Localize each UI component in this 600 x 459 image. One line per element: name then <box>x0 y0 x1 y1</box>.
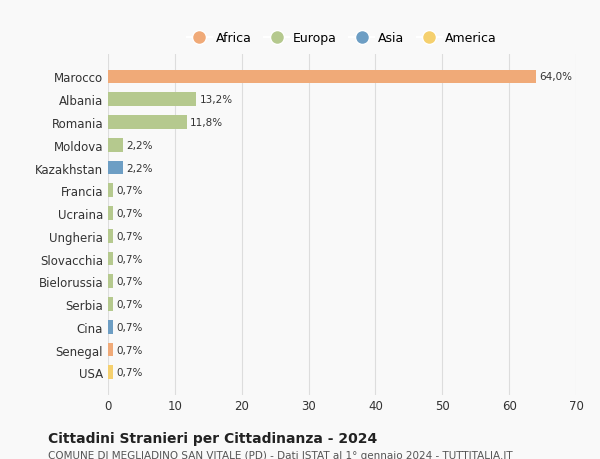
Text: 0,7%: 0,7% <box>116 368 142 377</box>
Text: 2,2%: 2,2% <box>126 163 152 173</box>
Bar <box>108 366 113 379</box>
Bar <box>108 116 187 129</box>
Bar <box>108 297 113 311</box>
Bar <box>108 207 113 220</box>
Bar <box>108 71 536 84</box>
Text: COMUNE DI MEGLIADINO SAN VITALE (PD) - Dati ISTAT al 1° gennaio 2024 - TUTTITALI: COMUNE DI MEGLIADINO SAN VITALE (PD) - D… <box>48 450 512 459</box>
Bar <box>108 93 196 107</box>
Text: 0,7%: 0,7% <box>116 322 142 332</box>
Text: 13,2%: 13,2% <box>200 95 233 105</box>
Text: 11,8%: 11,8% <box>190 118 223 128</box>
Text: 0,7%: 0,7% <box>116 208 142 218</box>
Text: 64,0%: 64,0% <box>539 73 572 82</box>
Text: 0,7%: 0,7% <box>116 345 142 355</box>
Text: 0,7%: 0,7% <box>116 277 142 287</box>
Text: 2,2%: 2,2% <box>126 140 152 151</box>
Text: 0,7%: 0,7% <box>116 254 142 264</box>
Text: Cittadini Stranieri per Cittadinanza - 2024: Cittadini Stranieri per Cittadinanza - 2… <box>48 431 377 445</box>
Legend: Africa, Europa, Asia, America: Africa, Europa, Asia, America <box>182 28 502 50</box>
Bar <box>108 343 113 357</box>
Bar <box>108 230 113 243</box>
Bar <box>108 252 113 266</box>
Bar <box>108 184 113 198</box>
Bar <box>108 139 123 152</box>
Bar <box>108 161 123 175</box>
Bar <box>108 275 113 289</box>
Bar <box>108 320 113 334</box>
Text: 0,7%: 0,7% <box>116 299 142 309</box>
Text: 0,7%: 0,7% <box>116 186 142 196</box>
Text: 0,7%: 0,7% <box>116 231 142 241</box>
